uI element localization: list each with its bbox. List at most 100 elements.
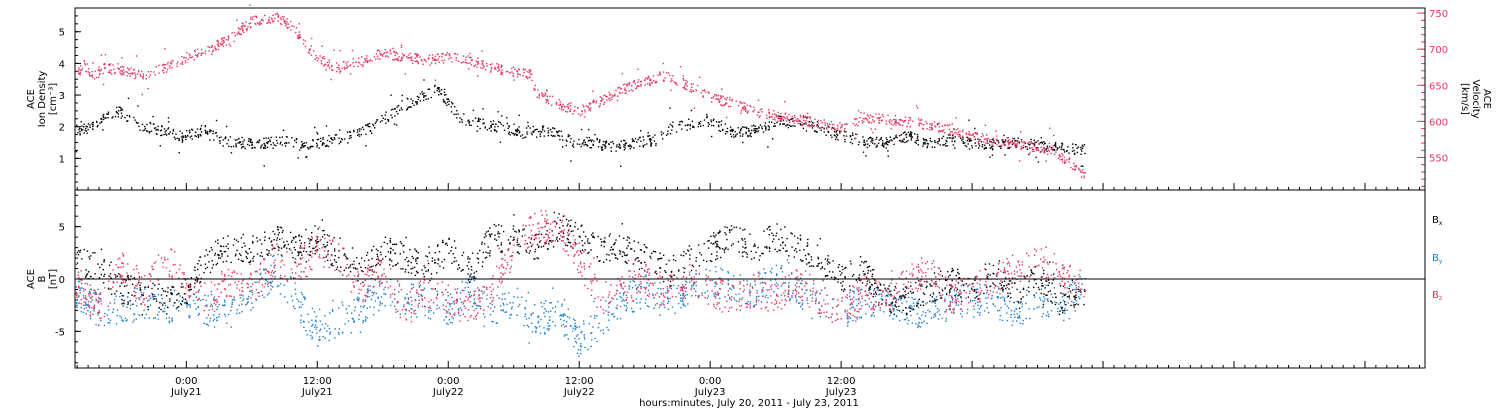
- density-point: [459, 121, 461, 123]
- by-point: [189, 306, 191, 308]
- velocity-point: [194, 54, 197, 56]
- density-point: [743, 126, 745, 129]
- density-point: [754, 128, 757, 130]
- velocity-point: [1030, 140, 1032, 143]
- density-point: [698, 123, 700, 125]
- by-point: [921, 321, 923, 324]
- velocity-point: [150, 71, 152, 73]
- by-point: [204, 294, 206, 297]
- density-point: [269, 140, 271, 143]
- density-point: [671, 129, 673, 131]
- density-point: [870, 136, 872, 139]
- density-point: [510, 131, 513, 134]
- by-point: [695, 284, 697, 287]
- velocity-point: [341, 67, 343, 69]
- density-point: [570, 160, 572, 162]
- velocity-point: [929, 123, 931, 125]
- bx-point: [719, 248, 721, 250]
- density-point: [267, 141, 269, 143]
- by-point: [867, 303, 869, 305]
- by-point: [500, 309, 502, 311]
- velocity-point: [998, 141, 1000, 143]
- by-point: [484, 316, 486, 318]
- velocity-point: [100, 68, 103, 70]
- density-point: [1054, 141, 1057, 144]
- density-point: [756, 131, 758, 133]
- density-point: [264, 145, 266, 147]
- by-point: [548, 329, 550, 331]
- density-point: [703, 119, 706, 121]
- density-point: [518, 126, 520, 128]
- velocity-point: [141, 93, 143, 96]
- density-point: [977, 138, 979, 140]
- velocity-point: [1075, 166, 1077, 168]
- velocity-point: [416, 53, 418, 56]
- velocity-point: [587, 106, 589, 109]
- density-point: [541, 131, 543, 133]
- density-point: [947, 134, 950, 136]
- by-point: [303, 321, 305, 323]
- density-point: [731, 128, 734, 131]
- velocity-point: [233, 40, 235, 43]
- density-point: [880, 137, 882, 139]
- density-point: [756, 128, 758, 130]
- velocity-point: [801, 121, 803, 124]
- density-point: [297, 157, 299, 159]
- velocity-point: [672, 75, 674, 77]
- density-point: [235, 146, 237, 148]
- density-point: [1043, 141, 1045, 143]
- velocity-point: [500, 73, 502, 75]
- density-point: [181, 132, 183, 134]
- velocity-point: [684, 85, 686, 87]
- by-point: [168, 317, 170, 319]
- by-point: [163, 307, 166, 310]
- by-point: [815, 302, 817, 305]
- by-point: [711, 279, 713, 282]
- density-point: [875, 146, 877, 148]
- by-point: [713, 295, 715, 297]
- by-point: [615, 306, 617, 309]
- density-point: [1056, 149, 1058, 151]
- velocity-point: [526, 71, 528, 73]
- velocity-point: [804, 116, 806, 118]
- by-point: [572, 327, 574, 329]
- by-point: [983, 284, 986, 286]
- density-point: [586, 144, 588, 146]
- density-point: [224, 136, 227, 138]
- density-point: [1037, 140, 1039, 142]
- by-point: [456, 288, 459, 290]
- bx-point: [479, 249, 481, 252]
- density-point: [572, 143, 574, 145]
- by-point: [645, 274, 647, 276]
- density-point: [321, 144, 324, 146]
- bx-point: [125, 279, 127, 282]
- by-point: [310, 334, 312, 337]
- by-point: [195, 308, 197, 310]
- by-point: [186, 306, 188, 308]
- by-point: [992, 303, 994, 305]
- by-point: [736, 300, 738, 302]
- velocity-point: [377, 55, 379, 57]
- density-point: [83, 132, 85, 134]
- velocity-point: [516, 70, 518, 72]
- velocity-point: [163, 64, 166, 66]
- by-point: [559, 315, 561, 317]
- by-point: [251, 289, 253, 291]
- by-point: [619, 317, 622, 320]
- by-point: [917, 300, 919, 302]
- by-point: [926, 302, 928, 304]
- density-point: [926, 142, 928, 145]
- velocity-point: [746, 111, 748, 113]
- velocity-point: [639, 81, 642, 83]
- by-point: [524, 313, 527, 315]
- velocity-point: [559, 103, 562, 105]
- density-point: [660, 134, 663, 136]
- by-point: [1061, 293, 1064, 295]
- velocity-point: [568, 102, 570, 105]
- by-point: [338, 307, 340, 309]
- by-point: [82, 295, 85, 297]
- velocity-point: [603, 94, 605, 97]
- bx-point: [484, 233, 487, 235]
- bx-point: [240, 254, 242, 256]
- density-point: [669, 123, 671, 126]
